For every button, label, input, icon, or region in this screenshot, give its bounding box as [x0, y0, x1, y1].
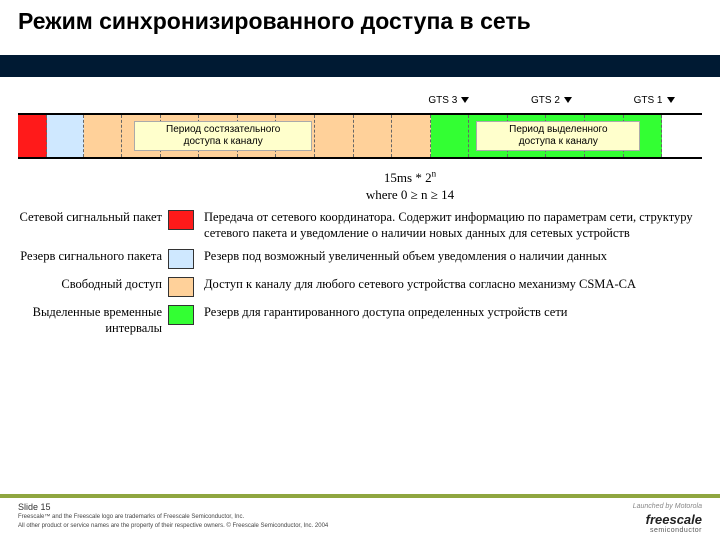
trademark-line1: Freescale™ and the Freescale logo are tr… — [18, 514, 418, 521]
swatch-blue — [168, 249, 194, 269]
formula: 15ms * 2n where 0 ≥ n ≥ 14 — [18, 169, 702, 204]
formula-line2: where 0 ≥ n ≥ 14 — [366, 187, 454, 202]
page-title: Режим синхронизированного доступа в сеть — [18, 8, 702, 35]
legend-row: Свободный доступ Доступ к каналу для любо… — [18, 273, 702, 301]
dedicated-line2: доступа к каналу — [519, 136, 598, 147]
formula-sup: n — [432, 169, 437, 179]
logo-sub: semiconductor — [633, 527, 702, 534]
gts-label-row: GTS 3 GTS 2 GTS 1 — [18, 95, 702, 113]
contention-line1: Период состязательного — [166, 124, 280, 135]
legend-description: Передача от сетевого координатора. Содер… — [204, 206, 702, 245]
legend-row: Резерв сигнального пакета Резерв под возм… — [18, 245, 702, 273]
formula-line1: 15ms * 2n — [384, 170, 436, 185]
legend-table: Сетевой сигнальный пакет Передача от сете… — [18, 206, 702, 341]
swatch-green — [168, 305, 194, 325]
title-underline — [0, 55, 720, 77]
legend-label: Резерв сигнального пакета — [18, 245, 168, 273]
legend-label: Свободный доступ — [18, 273, 168, 301]
footer: Slide 15 Freescale™ and the Freescale lo… — [0, 494, 720, 540]
logo-main: freescale — [633, 512, 702, 527]
contention-line2: доступа к каналу — [184, 136, 263, 147]
dedicated-period-box: Период выделенного доступа к каналу — [476, 121, 640, 151]
legend-swatch-cell — [168, 245, 204, 273]
legend-description: Резерв для гарантированного доступа опре… — [204, 301, 702, 340]
time-slot — [431, 115, 470, 157]
timing-bar: Период состязательного доступа к каналу … — [18, 113, 702, 159]
legend-label: Выделенные временные интервалы — [18, 301, 168, 340]
swatch-peach — [168, 277, 194, 297]
formula-prefix: 15ms * 2 — [384, 170, 432, 185]
legend-row: Сетевой сигнальный пакет Передача от сете… — [18, 206, 702, 245]
legend-swatch-cell — [168, 206, 204, 245]
time-slot — [392, 115, 431, 157]
time-slot — [84, 115, 123, 157]
legend-description: Доступ к каналу для любого сетевого устр… — [204, 273, 702, 301]
gts-label: GTS 3 — [428, 95, 469, 106]
trademark-line2: All other product or service names are t… — [18, 523, 418, 530]
title-bar: Режим синхронизированного доступа в сеть — [0, 0, 720, 55]
legend-swatch-cell — [168, 301, 204, 340]
legend-row: Выделенные временные интервалы Резерв для… — [18, 301, 702, 340]
contention-period-box: Период состязательного доступа к каналу — [134, 121, 312, 151]
logo-tagline: Launched by Motorola — [633, 503, 702, 510]
legend-label: Сетевой сигнальный пакет — [18, 206, 168, 245]
time-slot — [47, 115, 84, 157]
legend-swatch-cell — [168, 273, 204, 301]
swatch-red — [168, 210, 194, 230]
gts-label: GTS 2 — [531, 95, 572, 106]
legend-description: Резерв под возможный увеличенный объем у… — [204, 245, 702, 273]
freescale-logo: Launched by Motorola freescale semicondu… — [633, 503, 702, 534]
gts-label: GTS 1 — [634, 95, 675, 106]
time-slot — [18, 115, 47, 157]
time-slot — [315, 115, 354, 157]
slide-number: Slide 15 — [18, 502, 702, 512]
dedicated-line1: Период выделенного — [509, 124, 607, 135]
legend-section: 15ms * 2n where 0 ≥ n ≥ 14 Сетевой сигна… — [0, 167, 720, 341]
timing-diagram: GTS 3 GTS 2 GTS 1 Период состязательного д… — [0, 77, 720, 167]
time-slot — [354, 115, 393, 157]
